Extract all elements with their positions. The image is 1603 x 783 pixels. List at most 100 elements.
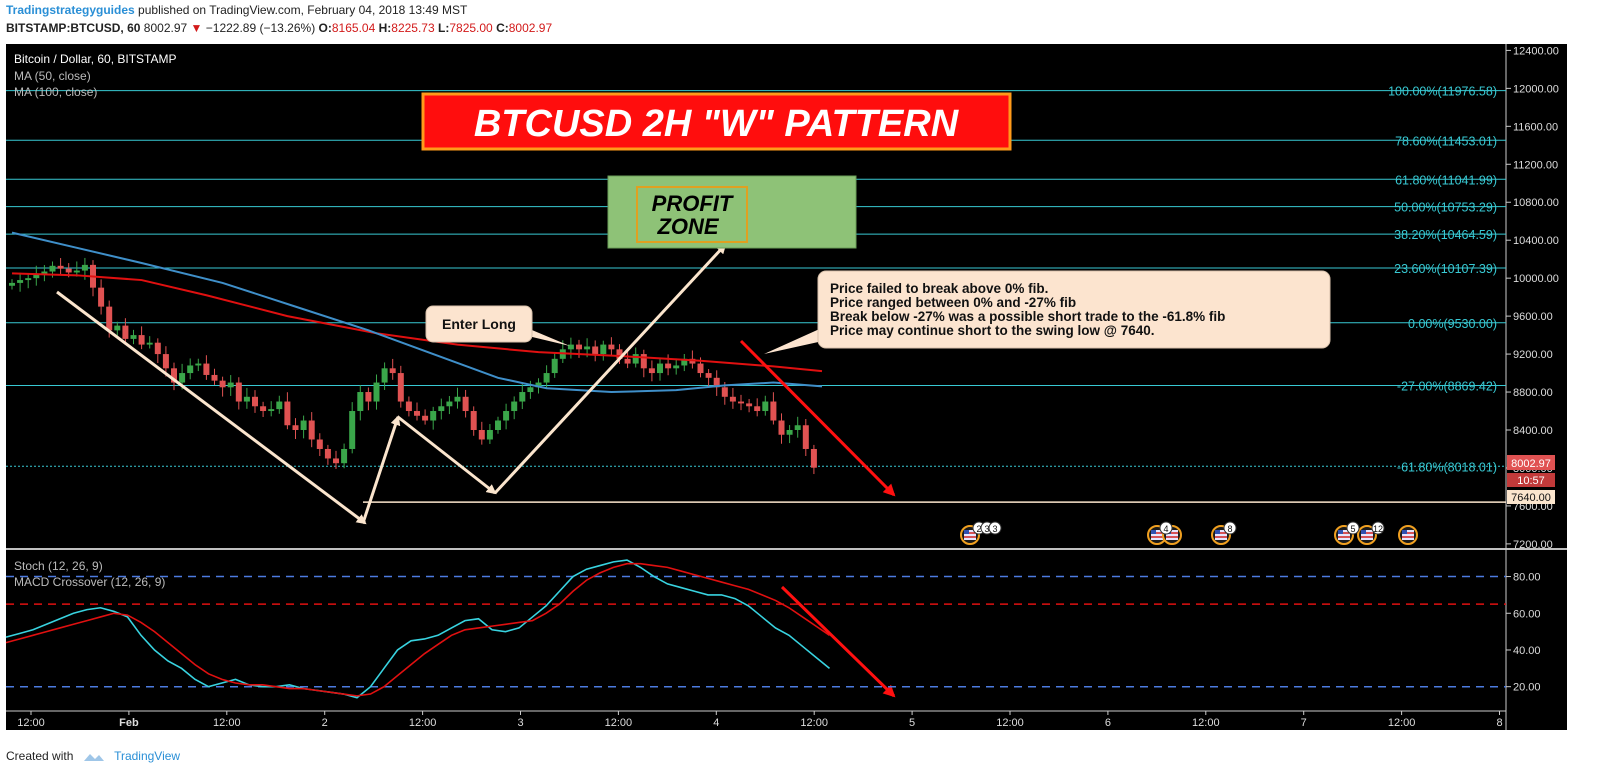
event-count-badge[interactable] [1159, 521, 1173, 535]
flag-field [1402, 530, 1414, 540]
candle-body [260, 406, 267, 412]
candle-body [738, 401, 744, 404]
candle-body [567, 344, 574, 350]
candle-body [624, 358, 631, 364]
candle-body [535, 382, 542, 388]
flag-field [1166, 530, 1178, 540]
event-count-label: 4 [1163, 524, 1168, 534]
countdown-tag-text: 10:57 [1517, 475, 1545, 487]
tradingview-link[interactable]: TradingView [114, 749, 181, 763]
oscillator-axis[interactable]: 20.00 40.00 60.00 80.00 [1506, 572, 1541, 694]
candle-body [57, 265, 64, 269]
candle-body [33, 274, 40, 279]
time-tick-label: 12:00 [213, 717, 241, 729]
price-tick-label: 9600.00 [1513, 311, 1553, 323]
candle-body [584, 346, 591, 350]
oscillator-tick-label: 40.00 [1513, 645, 1541, 657]
candle-body [41, 271, 48, 275]
ma100-legend: MA (100, close) [14, 85, 97, 99]
low-value: 7825.00 [449, 21, 493, 35]
event-count-badge[interactable] [988, 521, 1002, 535]
candle-body [65, 268, 72, 273]
high-label: H: [378, 21, 392, 35]
price-tick-label: 10000.00 [1513, 273, 1559, 285]
enter-long-callout: Enter Long [425, 305, 570, 346]
stoch-legend: Stoch (12, 26, 9) [14, 559, 103, 573]
callout-line-1: Price failed to break above 0% fib. [830, 281, 1048, 296]
created-with-label: Created with [6, 749, 74, 763]
candle-body [810, 448, 817, 468]
candle-body [316, 439, 323, 449]
candle-body [98, 287, 105, 307]
time-tick-label: 8 [1496, 717, 1502, 729]
event-count-badge[interactable] [1223, 521, 1237, 535]
flag-canton [964, 530, 969, 534]
economic-events: 2 3 3 4 8 5 12 [960, 521, 1418, 545]
candle-body [438, 406, 445, 412]
candle-body [608, 344, 615, 350]
candle-body [300, 420, 307, 430]
event-count-label: 3 [992, 524, 997, 534]
candle-body [349, 411, 356, 449]
event-count-badge[interactable] [1371, 521, 1385, 535]
down-leg-arrow [56, 290, 367, 525]
stoch-line [5, 559, 831, 699]
oscillator-down-arrow [780, 585, 896, 698]
candle-body [495, 420, 501, 430]
time-tick-label: 12:00 [17, 717, 45, 729]
candle-body [470, 411, 477, 430]
open-value: 8165.04 [331, 21, 376, 35]
candle-body [519, 392, 526, 402]
ma-50-line [11, 272, 823, 373]
high-value: 8225.73 [391, 21, 435, 35]
candle-body [592, 346, 599, 355]
event-count-badge[interactable] [1346, 521, 1360, 535]
price-tick-label: 11600.00 [1513, 121, 1558, 133]
profit-zone-line1: PROFIT [652, 191, 734, 216]
candle-body [681, 358, 688, 366]
candle-body [665, 363, 672, 369]
price-tick-label: 9200.00 [1513, 349, 1553, 361]
flag-canton [1338, 530, 1343, 534]
candle-body [422, 415, 429, 421]
open-label: O: [318, 21, 332, 35]
retest-arrow [397, 415, 497, 495]
candle-body [373, 382, 380, 402]
price-tick-label: 11200.00 [1513, 159, 1558, 171]
time-tick-label: 12:00 [1192, 717, 1220, 729]
candle-body [778, 420, 785, 435]
candle-body [697, 363, 704, 374]
pair-label: Bitcoin / Dollar, 60, BITSTAMP [14, 52, 177, 66]
price-tick-label: 10800.00 [1513, 197, 1559, 209]
flag-field [964, 530, 976, 540]
time-axis[interactable]: 12:00 Feb 12:00 2 12:00 3 12:00 4 12:00 5 12:00 6 12… [17, 711, 1503, 729]
candle-body [754, 406, 761, 412]
price-legend: Bitcoin / Dollar, 60, BITSTAMP MA (50, c… [14, 52, 177, 99]
candle-body [324, 448, 331, 459]
time-tick-label: 12:00 [1388, 717, 1416, 729]
fib-level-label: 100.00%(11976.58) [1388, 85, 1497, 99]
candle-body [243, 396, 250, 402]
event-count-label: 5 [1350, 524, 1355, 534]
footer: Created with TradingView [6, 749, 180, 763]
fib-level-label: 38.20%(10464.59) [1394, 228, 1497, 242]
price-tick-label: 10400.00 [1513, 235, 1559, 247]
candle-body [9, 282, 15, 286]
callout-line-4: Price may continue short to the swing lo… [830, 323, 1155, 338]
candle-body [713, 377, 720, 388]
fib-level-label: 78.60%(11453.01) [1395, 134, 1497, 148]
analysis-callout: Price failed to break above 0% fib. Pric… [764, 270, 1331, 354]
candle-body [640, 354, 647, 369]
candle-body [478, 430, 485, 440]
close-value: 8002.97 [508, 21, 553, 35]
candle-body [397, 373, 404, 402]
price-tick-label: 12400.00 [1513, 45, 1559, 57]
candle-body [333, 458, 339, 464]
candle-body [268, 409, 275, 412]
w-pattern-arrows [56, 243, 727, 525]
candle-body [729, 396, 736, 402]
candle-body [746, 403, 753, 407]
author-link[interactable]: Tradingstrategyguides [6, 3, 135, 17]
fib-level-label: 0.00%(9530.00) [1408, 317, 1497, 331]
